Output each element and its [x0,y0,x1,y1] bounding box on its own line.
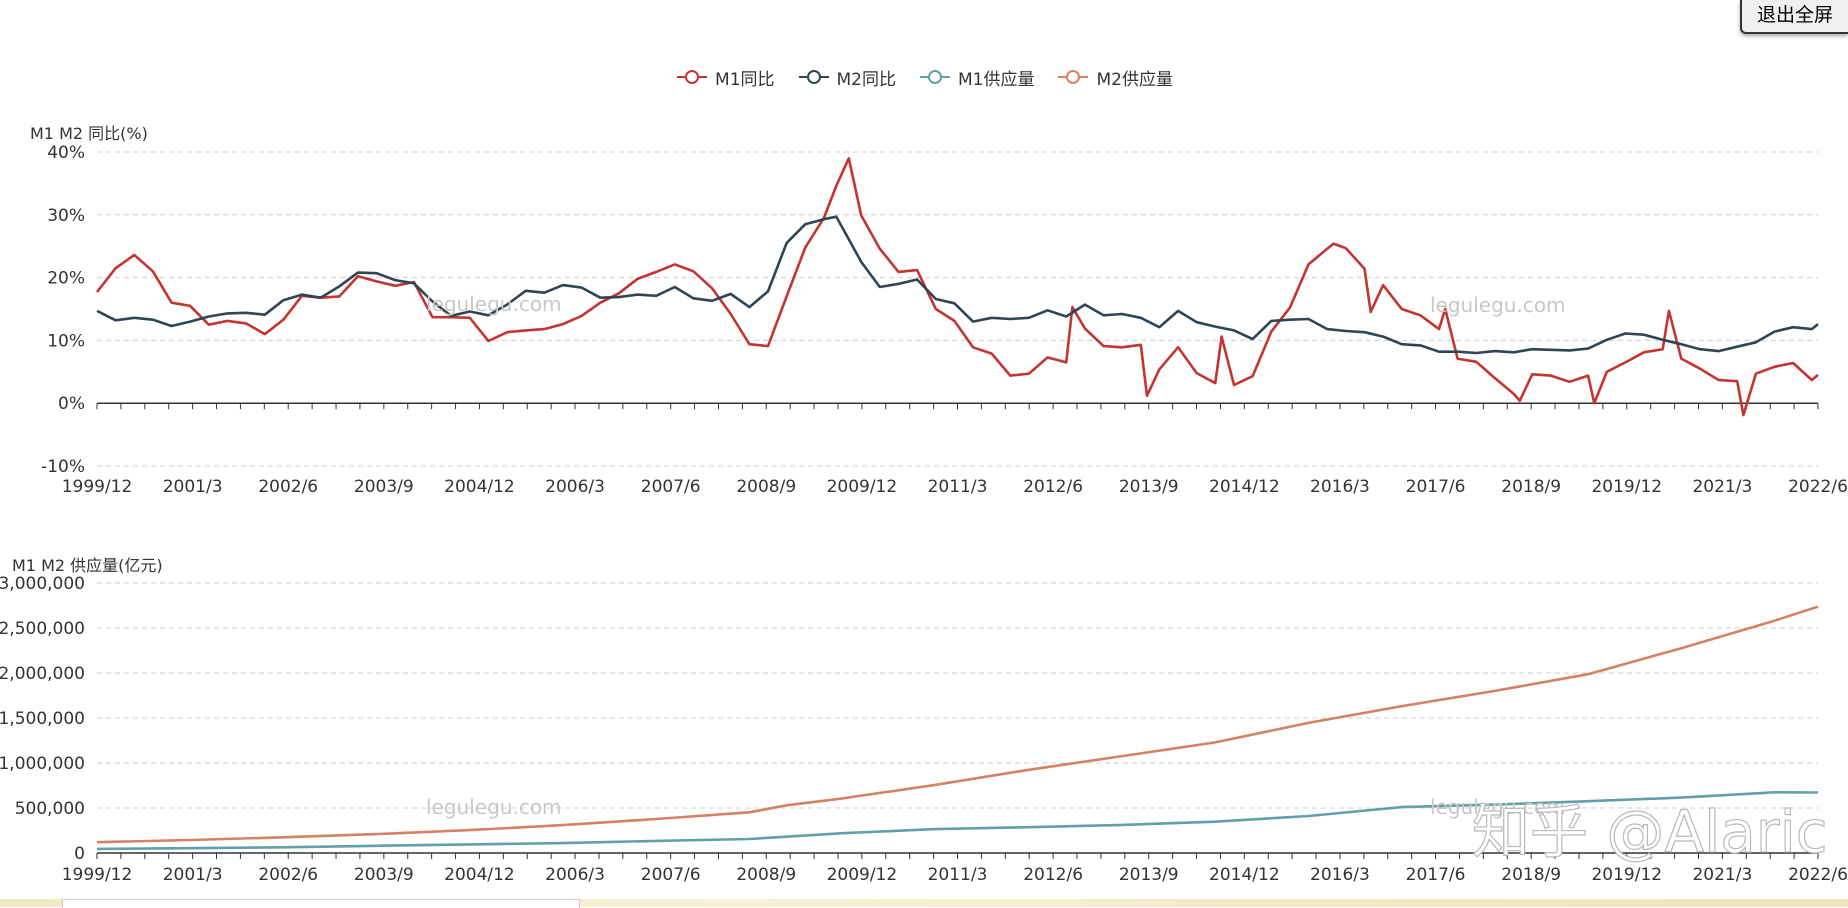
x-tick-label: 2002/6 [258,865,318,885]
y-tick-label: 2,500,000 [0,619,85,639]
legend-item[interactable]: M1供应量 [918,65,1034,90]
x-tick-label: 2007/6 [641,477,701,497]
series-line-1 [95,157,1819,417]
x-tick-label: 2008/9 [736,477,796,497]
y-tick-label: 0% [58,394,85,414]
y-tick-label: 30% [47,206,85,226]
series-line-2 [96,605,1819,844]
x-tick-label: 2019/12 [1591,477,1662,497]
x-tick-label: 2016/3 [1310,865,1370,885]
y-tick-label: 40% [47,143,85,163]
legend-line-circle-icon [677,70,708,84]
zhihu-watermark: 知乎 @Alaric [1472,798,1828,866]
x-tick-label: 2012/6 [1023,865,1083,885]
x-tick-label: 2003/9 [354,865,414,885]
watermark-text: legulegu.com [1430,293,1566,317]
x-tick-label: 2011/3 [928,477,988,497]
y-tick-label: 10% [47,331,85,351]
x-tick-label: 2007/6 [641,865,701,885]
legend-label: M1供应量 [958,69,1035,90]
x-tick-label: 2021/3 [1692,865,1752,885]
x-tick-label: 2001/3 [163,477,223,497]
bottom-edge-strip [0,899,1848,907]
y-tick-label: 20% [47,269,85,289]
x-tick-label: 2009/12 [827,865,898,885]
x-tick-label: 2021/3 [1692,477,1752,497]
legend-item[interactable]: M1同比 [675,65,775,90]
x-tick-label: 2018/9 [1501,477,1561,497]
x-tick-label: 2014/12 [1209,865,1280,885]
series-line-2 [96,215,1819,355]
legend-label: M2供应量 [1096,69,1173,90]
y-tick-label: 500,000 [15,799,85,819]
y-tick-label: 3,000,000 [0,574,85,594]
x-tick-label: 2006/3 [545,477,605,497]
x-tick-label: 2002/6 [258,477,318,497]
x-tick-label: 2016/3 [1310,477,1370,497]
x-tick-label: 2011/3 [928,865,988,885]
y-tick-label: 0 [74,844,85,864]
watermark-text: legulegu.com [426,795,562,819]
chart-panel-1: M1 M2 同比(%) -10% 0% 10% 20% 30% 40% 1999/12 2001… [30,124,1848,497]
x-tick-label: 2004/12 [444,865,515,885]
legend-line-circle-icon [798,70,829,84]
chart-legend: M1同比 M2同比 M1供应量 M2供应量 [0,62,1848,92]
y-tick-label: 1,500,000 [0,709,85,729]
y-tick-label: 1,000,000 [0,754,85,774]
legend-item[interactable]: M2同比 [797,65,896,90]
legend-line-circle-icon [920,70,950,84]
x-tick-label: 2022/6 [1788,477,1848,497]
legend-label: M1同比 [715,69,775,90]
x-tick-label: 2009/12 [827,477,898,497]
x-tick-label: 1999/12 [62,865,133,885]
chart-panel-2: M1 M2 供应量(亿元) 0 500,000 1,000,000 1,500,000 2… [0,556,1848,885]
x-tick-label: 2013/9 [1119,477,1179,497]
x-tick-label: 2019/12 [1591,865,1662,885]
x-tick-label: 2012/6 [1023,477,1083,497]
x-tick-label: 2004/12 [444,477,515,497]
exit-fullscreen-button[interactable]: 退出全屏 [1740,0,1848,34]
y-axis-title: M1 M2 同比(%) [30,124,148,143]
series-line-1 [96,791,1819,851]
x-tick-label: 2013/9 [1119,865,1179,885]
y-axis-title: M1 M2 供应量(亿元) [12,556,163,575]
x-tick-label: 2001/3 [163,865,223,885]
x-tick-label: 2022/6 [1788,865,1848,885]
legend-label: M2同比 [836,69,896,90]
x-tick-label: 2006/3 [545,865,605,885]
watermark-text: legulegu.com [426,292,562,316]
x-tick-label: 2017/6 [1406,477,1466,497]
x-tick-label: 2003/9 [354,477,414,497]
x-tick-label: 2014/12 [1209,477,1280,497]
x-tick-label: 2018/9 [1501,865,1561,885]
x-tick-label: 2008/9 [736,865,796,885]
y-tick-label: 2,000,000 [0,664,85,684]
y-tick-label: -10% [41,457,85,477]
watermark-text: legulegu.com [1430,795,1566,819]
legend-line-circle-icon [1058,70,1089,84]
legend-item[interactable]: M2供应量 [1056,65,1173,90]
x-tick-label: 1999/12 [62,477,133,497]
bottom-panel-edge [62,899,580,908]
x-tick-label: 2017/6 [1406,865,1466,885]
